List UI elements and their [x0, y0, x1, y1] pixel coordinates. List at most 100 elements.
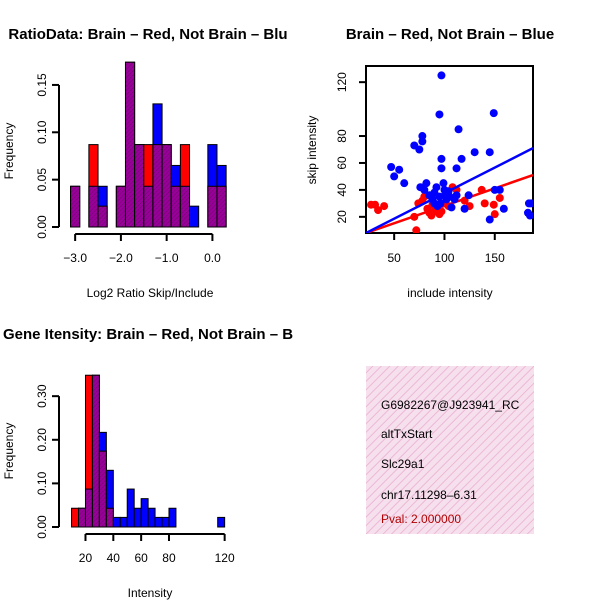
scatter-xlabel: include intensity — [407, 286, 492, 300]
scatter-point-blue — [435, 110, 444, 119]
ratio-hist-bar — [189, 205, 200, 228]
ratio-histogram-ylabel: Frequency — [2, 123, 16, 180]
scatter-point-blue — [464, 191, 473, 200]
scatter-point-blue — [489, 109, 498, 118]
scatter-axes: 50 100 150 20 40 60 80 120 — [335, 72, 505, 265]
ratio-hist-x-tick-label: 0.0 — [204, 251, 221, 265]
ratio-histogram-xlabel: Log2 Ratio Skip/Include — [87, 286, 214, 300]
ratio-hist-y-tick-label: 0.00 — [35, 215, 49, 239]
scatter-point-red — [374, 206, 383, 215]
scatter-point-blue — [460, 204, 469, 213]
gene-hist-bar — [161, 516, 170, 528]
scatter-point-blue — [432, 183, 441, 192]
scatter-point-red — [495, 193, 504, 202]
gene-hist-y-tick-label: 0.30 — [35, 384, 49, 408]
scatter-point-red — [412, 226, 421, 233]
gene-hist-bar — [126, 488, 135, 528]
gene-hist-overlap-bar — [105, 507, 114, 528]
scatter-point-blue — [390, 172, 399, 181]
gene-hist-bar — [112, 516, 121, 528]
gene-hist-bar — [71, 507, 80, 528]
scatter-point-blue — [499, 204, 508, 213]
scatter-point-red — [380, 202, 389, 211]
ratio-hist-x-tick-label: −1.0 — [155, 251, 179, 265]
scatter-point-blue — [495, 185, 504, 194]
ratio-hist-overlap-bar — [216, 185, 227, 228]
scatter-point-blue — [439, 179, 448, 188]
ratio-hist-overlap-bar — [88, 185, 99, 228]
ratio-hist-y-tick-label: 0.05 — [35, 168, 49, 192]
scatter-y-tick-label: 60 — [335, 156, 349, 170]
scatter-point-blue — [485, 215, 494, 224]
scatter-title: Brain – Red, Not Brain – Blue — [346, 26, 554, 43]
scatter-point-blue — [470, 148, 479, 157]
gene-hist-y-tick-label: 0.20 — [35, 428, 49, 452]
scatter-y-tick-label: 40 — [335, 183, 349, 197]
scatter-point-blue — [452, 191, 461, 200]
scatter-y-tick-label: 120 — [335, 72, 349, 92]
scatter-point-blue — [485, 148, 494, 157]
ratio-hist-overlap-bar — [97, 205, 108, 228]
scatter-point-blue — [437, 71, 446, 80]
scatter-point-blue — [437, 154, 446, 163]
gene-hist-x-tick-label: 60 — [134, 551, 148, 565]
gene-histogram-xlabel: Intensity — [128, 586, 173, 600]
scatter-x-tick-label: 50 — [387, 251, 401, 265]
gene-hist-bar — [154, 516, 163, 528]
scatter-marks — [366, 71, 533, 233]
scatter-point-blue — [457, 154, 466, 163]
scatter-x-tick-label: 150 — [485, 251, 505, 265]
scatter-point-blue — [523, 208, 532, 217]
ratio-hist-y-tick-label: 0.10 — [35, 120, 49, 144]
scatter-ylabel: skip intensity — [305, 116, 319, 185]
scatter-point-blue — [526, 199, 533, 208]
info-pval: Pval: 2.000000 — [381, 512, 461, 526]
ratio-hist-x-tick-label: −3.0 — [63, 251, 87, 265]
scatter-point-red — [489, 200, 498, 209]
ratio-histogram-title: RatioData: Brain – Red, Not Brain – Blu — [8, 26, 287, 43]
gene-hist-overlap-bar — [78, 507, 86, 528]
gene-histogram-title: Gene Itensity: Brain – Red, Not Brain – … — [3, 326, 293, 343]
scatter-point-blue — [452, 164, 461, 173]
info-probe-id: G6982267@J923941_RC — [381, 398, 520, 412]
ratio-hist-overlap-bar — [115, 185, 126, 228]
scatter-point-blue — [418, 137, 427, 146]
scatter-point-blue — [437, 164, 446, 173]
gene-hist-x-tick-label: 40 — [107, 551, 121, 565]
gene-hist-bar — [217, 516, 226, 528]
gene-hist-x-tick-label: 20 — [79, 551, 93, 565]
gene-hist-y-tick-label: 0.00 — [35, 515, 49, 539]
scatter-point-red — [480, 199, 489, 208]
scatter-point-red — [490, 210, 499, 219]
scatter-point-blue — [387, 163, 396, 172]
scatter-point-blue — [415, 145, 424, 154]
ratio-histogram-bars — [70, 61, 227, 228]
ratio-hist-overlap-bar — [143, 185, 154, 228]
scatter-point-blue — [436, 199, 445, 208]
ratio-hist-overlap-bar — [152, 144, 163, 228]
intensity-scatter-panel: Brain – Red, Not Brain – Blue include in… — [305, 26, 554, 300]
ratio-hist-overlap-bar — [170, 185, 181, 228]
info-event-type: altTxStart — [381, 427, 433, 441]
gene-histogram-ylabel: Frequency — [2, 423, 16, 480]
gene-hist-bar — [168, 507, 177, 528]
gene-intensity-histogram-panel: Gene Itensity: Brain – Red, Not Brain – … — [2, 326, 293, 600]
ratio-hist-overlap-bar — [179, 185, 191, 228]
gene-hist-overlap-bar — [98, 450, 107, 528]
gene-hist-bar — [133, 507, 142, 528]
scatter-point-blue — [395, 165, 404, 174]
gene-hist-bar — [119, 516, 128, 528]
gene-hist-bar — [147, 507, 156, 528]
scatter-point-blue — [422, 179, 431, 188]
scatter-y-tick-label: 80 — [335, 129, 349, 143]
scatter-x-tick-label: 100 — [434, 251, 454, 265]
scatter-point-blue — [454, 125, 463, 134]
info-panel: G6982267@J923941_RC altTxStart Slc29a1 c… — [366, 366, 534, 534]
info-box-background — [366, 366, 534, 534]
gene-hist-x-tick-label: 120 — [215, 551, 235, 565]
ratio-hist-overlap-bar — [70, 185, 81, 228]
ratio-hist-overlap-bar — [134, 144, 145, 228]
scatter-y-tick-label: 20 — [335, 210, 349, 224]
ratio-hist-overlap-bar — [124, 61, 136, 228]
